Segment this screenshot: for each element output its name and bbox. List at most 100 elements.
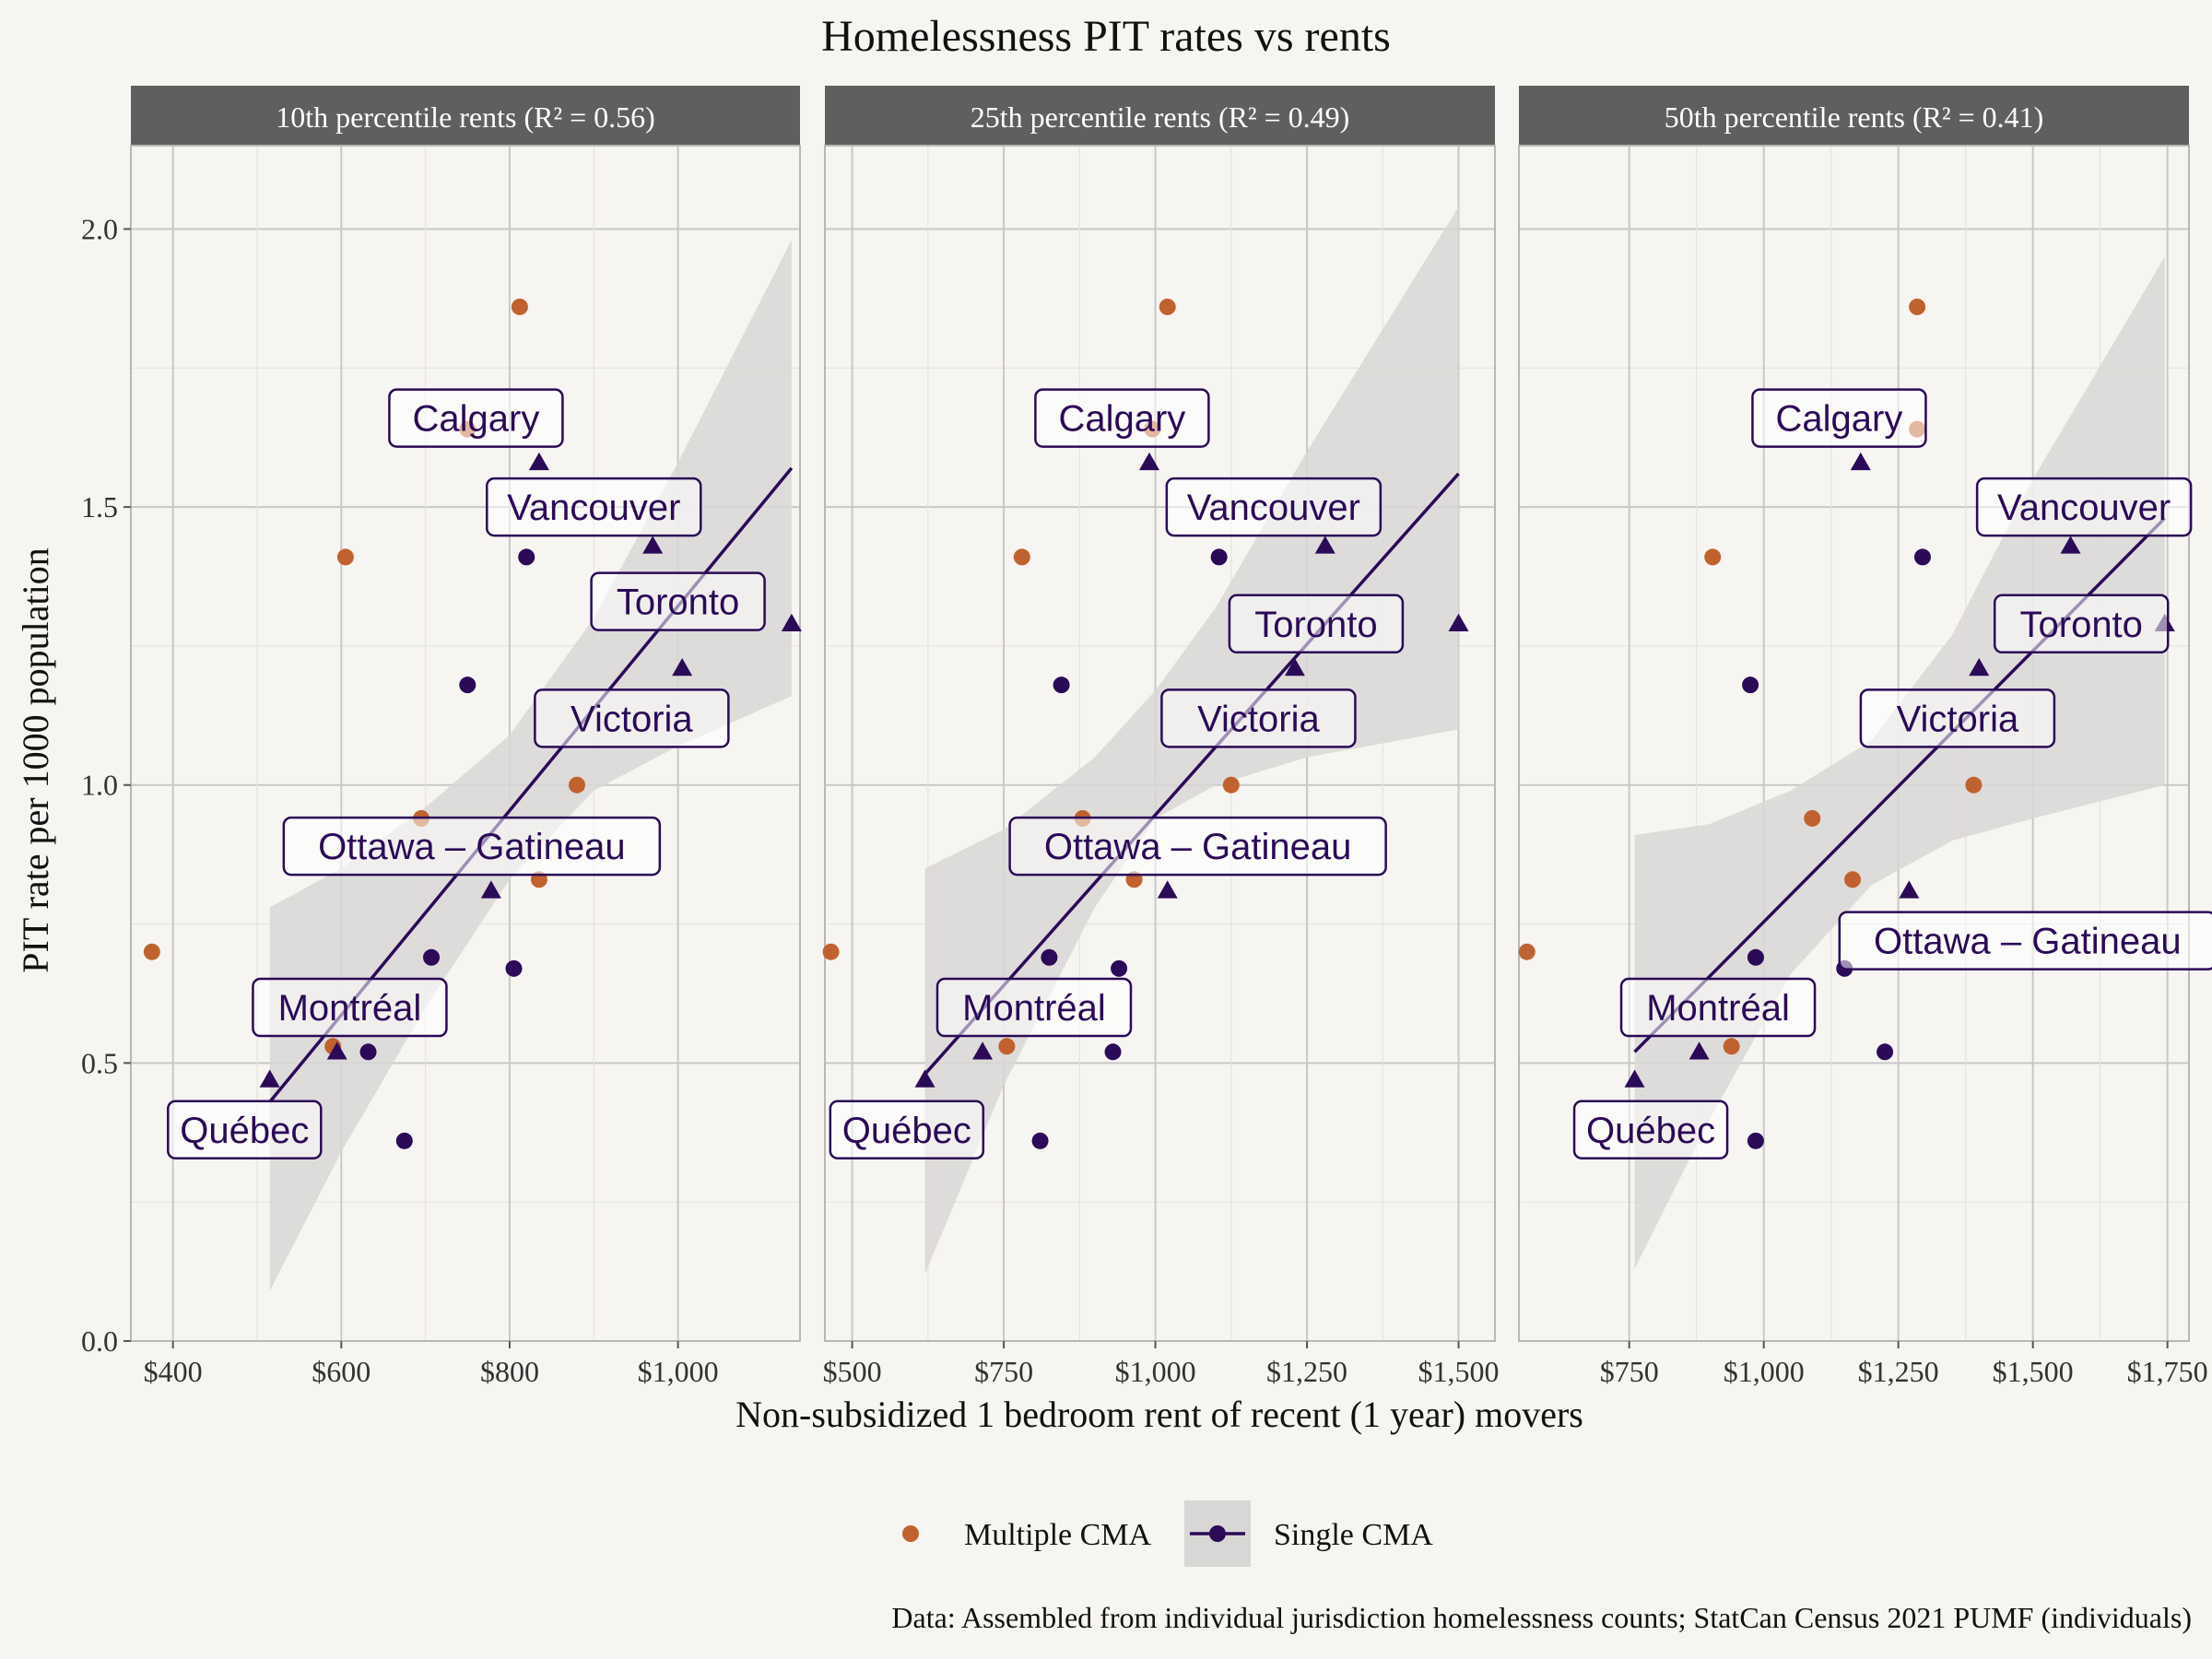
city-label-text: Montréal xyxy=(962,988,1106,1029)
city-label: Calgary xyxy=(388,388,564,448)
city-label-box xyxy=(1228,594,1405,654)
city-labels: Calgary Vancouver Toronto Victoria Ottawa – … xyxy=(1572,388,2212,1160)
legend-key-multiple-cma xyxy=(902,1525,919,1542)
city-label: Montréal xyxy=(252,977,448,1038)
x-tick-label: $1,000 xyxy=(1724,1355,1805,1388)
city-label-box xyxy=(1619,977,1817,1038)
city-label-box xyxy=(167,1100,323,1160)
panel-border xyxy=(130,145,801,1342)
y-tick-label: 2.0 xyxy=(81,212,118,245)
city-label-text: Québec xyxy=(842,1111,971,1151)
point-single-cma-triangle xyxy=(1157,880,1178,899)
y-axis-title: PIT rate per 1000 population xyxy=(15,547,56,972)
x-tick-label: $1,500 xyxy=(1993,1355,2074,1388)
point-single-cma-triangle xyxy=(1138,452,1159,471)
city-label-box xyxy=(590,571,766,631)
facet-strip xyxy=(131,86,800,146)
city-label: Vancouver xyxy=(1975,477,2193,537)
x-tick-label: $500 xyxy=(823,1355,882,1388)
point-multiple-cma xyxy=(1704,548,1722,566)
city-label-text: Montréal xyxy=(1646,988,1790,1029)
facet-panel-2: 25th percentile rents (R² = 0.49) $500 $75… xyxy=(822,86,1500,1388)
city-label: Victoria xyxy=(1859,688,2056,748)
city-label: Montréal xyxy=(1619,977,1817,1038)
city-label: Montréal xyxy=(935,977,1133,1038)
point-single-cma xyxy=(423,948,441,966)
point-multiple-cma xyxy=(511,298,528,315)
city-label: Ottawa – Gatineau xyxy=(1008,816,1387,877)
panel-border xyxy=(824,145,1496,1342)
point-single-cma-triangle xyxy=(2060,535,2081,554)
panel-border xyxy=(1518,145,2190,1342)
x-tick-label: $1,250 xyxy=(1858,1355,1939,1388)
x-tick-label: $800 xyxy=(480,1355,539,1388)
x-tick-label: $1,250 xyxy=(1266,1355,1347,1388)
point-single-cma xyxy=(1747,948,1764,966)
y-tick-label: 0.0 xyxy=(81,1324,118,1358)
point-multiple-cma xyxy=(1723,1038,1740,1055)
city-label-text: Toronto xyxy=(1254,605,1377,645)
city-label: Québec xyxy=(1572,1100,1729,1160)
point-single-cma-triangle xyxy=(1624,1069,1645,1088)
city-label: Vancouver xyxy=(1165,477,1382,537)
city-label-text: Toronto xyxy=(617,582,739,623)
legend: Multiple CMA Single CMA xyxy=(902,1500,1433,1567)
city-label-box xyxy=(388,388,564,448)
city-label: Ottawa – Gatineau xyxy=(282,816,662,877)
x-tick-label: $1,500 xyxy=(1418,1355,1500,1388)
point-multiple-cma xyxy=(822,943,840,960)
city-label-box xyxy=(1572,1100,1729,1160)
city-label-text: Victoria xyxy=(571,699,693,739)
point-single-cma xyxy=(395,1132,413,1149)
city-label-text: Ottawa – Gatineau xyxy=(1044,827,1352,867)
city-label-text: Vancouver xyxy=(1997,488,2171,528)
y-tick-label: 0.5 xyxy=(81,1046,118,1079)
point-single-cma-triangle xyxy=(781,613,802,632)
point-multiple-cma xyxy=(336,548,354,566)
point-single-cma xyxy=(505,959,523,977)
facet-strip-label: 25th percentile rents (R² = 0.49) xyxy=(971,100,1350,134)
point-single-cma-triangle xyxy=(259,1069,280,1088)
point-single-cma xyxy=(359,1043,377,1061)
point-multiple-cma xyxy=(1013,548,1030,566)
city-label: Toronto xyxy=(1228,594,1405,654)
point-single-cma-triangle xyxy=(528,452,549,471)
point-single-cma xyxy=(1031,1132,1049,1149)
city-label: Victoria xyxy=(534,688,730,748)
point-single-cma-triangle xyxy=(1688,1041,1710,1060)
city-label-text: Vancouver xyxy=(1187,488,1360,528)
facet-strip-label: 50th percentile rents (R² = 0.41) xyxy=(1665,100,2044,134)
city-label-box xyxy=(1993,594,2170,654)
city-label: Ottawa – Gatineau xyxy=(1838,911,2212,971)
x-tick-label: $400 xyxy=(144,1355,203,1388)
point-single-cma xyxy=(1111,959,1128,977)
point-single-cma xyxy=(1104,1043,1122,1061)
city-label: Québec xyxy=(167,1100,323,1160)
city-label-text: Québec xyxy=(180,1111,309,1151)
city-label-box xyxy=(1975,477,2193,537)
point-single-cma xyxy=(1053,677,1070,694)
point-single-cma-triangle xyxy=(1969,658,1990,677)
city-label-box xyxy=(935,977,1133,1038)
city-label-text: Calgary xyxy=(412,399,539,440)
facet-strip xyxy=(1519,86,2189,146)
y-tick-label: 1.0 xyxy=(81,769,118,802)
x-tick-label: $750 xyxy=(1600,1355,1659,1388)
x-tick-label: $600 xyxy=(312,1355,371,1388)
x-tick-label: $1,000 xyxy=(638,1355,719,1388)
facet-strip-label: 10th percentile rents (R² = 0.56) xyxy=(276,100,655,134)
point-single-cma-triangle xyxy=(1284,658,1305,677)
point-multiple-cma xyxy=(1965,776,1983,794)
point-single-cma-triangle xyxy=(972,1041,994,1060)
x-tick-label: $750 xyxy=(974,1355,1033,1388)
city-label-box xyxy=(1008,816,1387,877)
city-label-box xyxy=(829,1100,985,1160)
city-label: Toronto xyxy=(1993,594,2170,654)
point-single-cma-triangle xyxy=(672,658,693,677)
point-single-cma xyxy=(1210,548,1228,566)
point-single-cma xyxy=(1742,677,1759,694)
city-label-text: Québec xyxy=(1586,1111,1715,1151)
city-label-box xyxy=(282,816,662,877)
x-tick-label: $1,750 xyxy=(2127,1355,2208,1388)
